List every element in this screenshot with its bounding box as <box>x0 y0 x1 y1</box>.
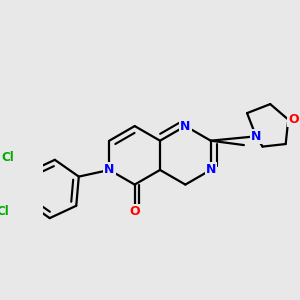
Text: Cl: Cl <box>2 152 14 164</box>
Text: N: N <box>206 164 216 176</box>
Text: N: N <box>251 130 261 143</box>
Text: O: O <box>129 205 140 218</box>
Text: O: O <box>288 113 299 126</box>
Text: N: N <box>180 120 190 133</box>
Text: N: N <box>104 164 115 176</box>
Text: Cl: Cl <box>0 206 10 218</box>
